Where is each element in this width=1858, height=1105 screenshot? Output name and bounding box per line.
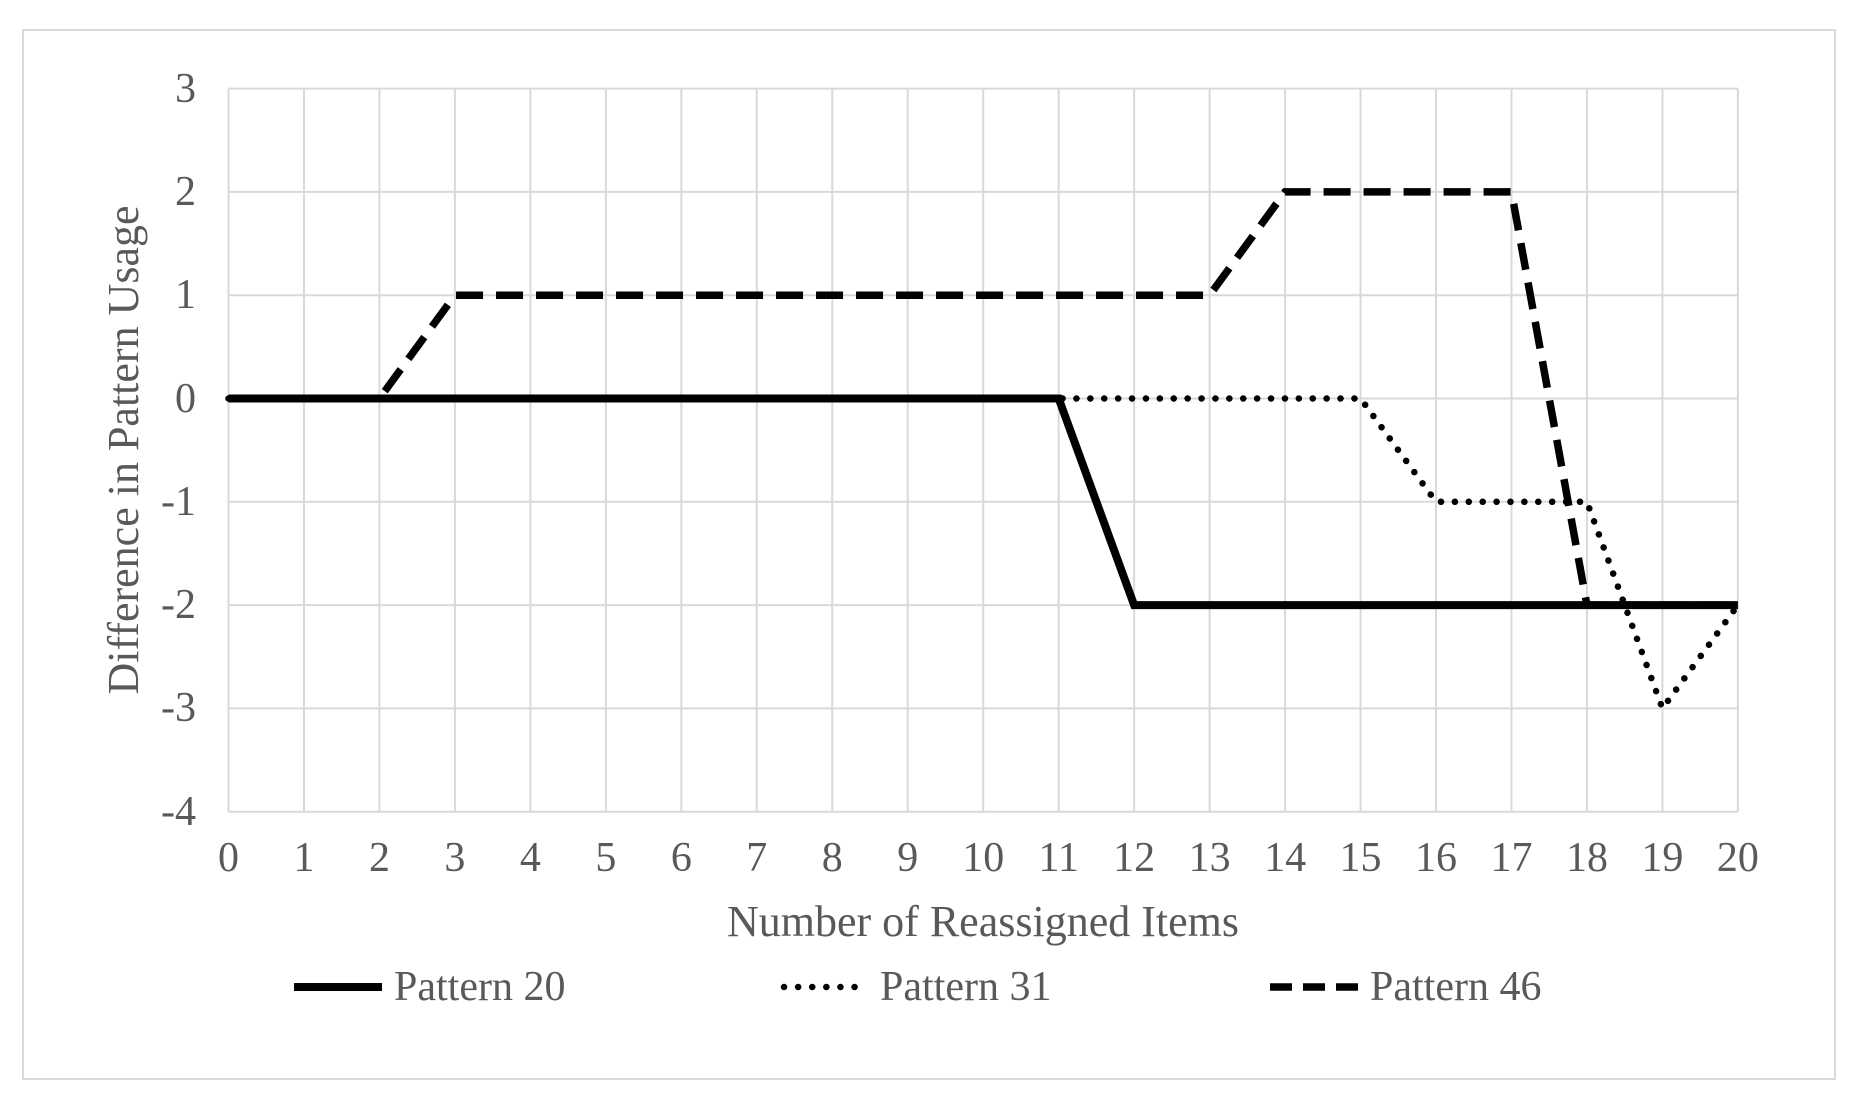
x-tick-label-11: 11 <box>1038 835 1079 881</box>
x-tick-label-20: 20 <box>1716 835 1759 881</box>
series-lines <box>225 188 1742 716</box>
x-tick-label-12: 12 <box>1113 835 1156 881</box>
x-tick-label-1: 1 <box>293 835 315 881</box>
gridlines <box>227 87 1739 813</box>
legend-swatch-dotted <box>780 983 868 991</box>
y-tick-label--3: -3 <box>161 685 196 732</box>
legend-swatch-solid <box>294 983 382 991</box>
x-tick-label-13: 13 <box>1188 835 1231 881</box>
y-axis-title: Difference in Pattern Usage <box>99 205 148 695</box>
legend-item-pattern-20: Pattern 20 <box>294 965 565 1009</box>
x-tick-label-3: 3 <box>444 835 466 881</box>
chart-border <box>22 29 1836 1080</box>
x-tick-label-7: 7 <box>746 835 768 881</box>
y-tick-label-2: 2 <box>175 168 196 215</box>
x-tick-label-14: 14 <box>1264 835 1307 881</box>
x-tick-label-18: 18 <box>1565 835 1608 881</box>
x-tick-label-6: 6 <box>670 835 692 881</box>
y-tick-label-1: 1 <box>175 272 196 319</box>
x-tick-label-2: 2 <box>368 835 390 881</box>
legend-item-pattern-31: Pattern 31 <box>780 965 1051 1009</box>
x-tick-label-8: 8 <box>821 835 843 881</box>
x-axis-title: Number of Reassigned Items <box>727 897 1239 946</box>
legend-label: Pattern 20 <box>394 964 566 1010</box>
x-tick-label-9: 9 <box>897 835 919 881</box>
x-tick-label-0: 0 <box>218 835 239 881</box>
y-tick-label--1: -1 <box>161 478 196 525</box>
legend-label: Pattern 31 <box>880 964 1052 1010</box>
y-tick-label-3: 3 <box>175 65 196 112</box>
legend-item-pattern-46: Pattern 46 <box>1270 965 1541 1009</box>
y-tick-label--4: -4 <box>161 788 196 835</box>
series-line-pattern-20 <box>228 394 1738 610</box>
legend-label: Pattern 46 <box>1370 964 1542 1010</box>
x-tick-label-15: 15 <box>1339 835 1382 881</box>
x-tick-label-17: 17 <box>1490 835 1533 881</box>
x-tick-label-10: 10 <box>962 835 1005 881</box>
x-tick-label-4: 4 <box>519 835 541 881</box>
x-tick-label-5: 5 <box>595 835 617 881</box>
series-line-pattern-46 <box>228 188 1738 609</box>
x-tick-label-19: 19 <box>1641 835 1684 881</box>
y-tick-label-0: 0 <box>175 375 196 422</box>
y-tick-label--2: -2 <box>161 582 196 629</box>
x-tick-label-16: 16 <box>1415 835 1458 881</box>
legend-swatch-dashed <box>1270 983 1358 991</box>
